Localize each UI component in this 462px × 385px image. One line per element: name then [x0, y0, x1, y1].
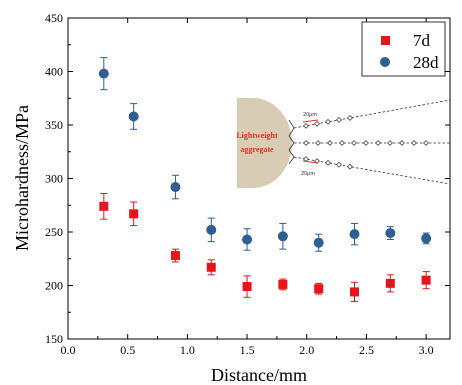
scale-arrow-bottom — [302, 160, 319, 164]
point-28d — [349, 229, 360, 240]
point-7d — [170, 251, 180, 261]
y-tick-label: 250 — [45, 225, 63, 239]
x-tick-label: 0.5 — [120, 343, 135, 357]
scale-arrow-top — [302, 119, 319, 123]
x-tick-label: 2.0 — [299, 343, 314, 357]
y-tick-label: 400 — [45, 65, 63, 79]
indent-line-top — [293, 99, 451, 129]
indent-diamond — [325, 119, 331, 125]
aggregate-label-line2: aggregate — [240, 145, 274, 154]
aggregate-label-line1: Lightweight — [236, 131, 278, 140]
indent-diamond — [336, 117, 342, 123]
indent-diamond — [411, 140, 417, 146]
x-tick-label: 1.5 — [240, 343, 255, 357]
point-28d — [421, 233, 432, 244]
point-7d — [350, 287, 359, 297]
inset-illustration: Lightweight aggregate 20μm 20μm — [236, 98, 451, 188]
legend-box — [361, 21, 446, 77]
indent-diamond — [303, 122, 309, 129]
point-7d — [99, 201, 109, 211]
indent-diamond — [351, 140, 357, 146]
x-tick-label: 3.0 — [419, 343, 434, 357]
y-tick-label: 350 — [45, 118, 63, 132]
indent-diamond — [399, 140, 405, 146]
lightweight-aggregate-shape — [237, 98, 292, 188]
indent-diamond — [387, 140, 393, 146]
x-tick-label: 1.0 — [180, 343, 195, 357]
point-28d — [128, 111, 139, 122]
x-tick-label: 0.0 — [61, 343, 76, 357]
indent-diamond — [314, 158, 320, 164]
indent-diamond — [347, 163, 353, 170]
point-7d — [421, 275, 431, 285]
legend-label-7d: 7d — [413, 31, 431, 50]
y-tick-label: 450 — [45, 11, 63, 25]
indent-diamond — [423, 140, 429, 146]
point-28d — [206, 224, 217, 235]
x-axis-title: Distance/mm — [211, 365, 307, 385]
legend-label-28d: 28d — [413, 53, 439, 72]
point-28d — [385, 228, 396, 239]
point-7d — [385, 278, 395, 288]
point-7d — [278, 279, 288, 289]
axis-ticks: 0.0 0.5 1.0 1.5 2.0 2.5 3.0 150 200 250 300 350 400 4… — [45, 11, 450, 357]
point-7d — [129, 209, 139, 219]
y-tick-label: 300 — [45, 172, 63, 186]
point-28d — [277, 231, 288, 242]
legend: 7d 28d — [361, 21, 446, 77]
y-axis-title: Microhardness/MPa — [12, 105, 32, 251]
scale-label-bottom: 20μm — [301, 171, 315, 177]
indent-diamond — [314, 120, 320, 127]
indent-diamond — [325, 159, 331, 166]
indent-diamond — [336, 161, 342, 168]
indent-line-bottom — [293, 156, 451, 185]
point-28d — [242, 234, 253, 245]
indent-diamond — [327, 140, 333, 146]
point-28d — [98, 68, 109, 79]
indent-diamond — [339, 140, 345, 146]
indentation-marks — [303, 115, 429, 170]
indent-diamond — [363, 140, 369, 146]
point-7d — [242, 282, 252, 292]
legend-marker-28d — [380, 57, 390, 67]
data-points — [98, 57, 432, 303]
indent-diamond — [347, 115, 353, 121]
point-7d — [314, 284, 324, 294]
legend-marker-7d — [381, 36, 390, 45]
indent-diamond — [315, 140, 321, 146]
point-28d — [313, 237, 324, 248]
indent-diamond — [375, 140, 381, 146]
point-28d — [170, 182, 181, 193]
x-tick-label: 2.5 — [359, 343, 374, 357]
indent-diamond — [303, 140, 309, 146]
scale-label-top: 20μm — [303, 112, 317, 118]
y-tick-label: 150 — [45, 332, 63, 346]
y-tick-label: 200 — [45, 279, 63, 293]
point-7d — [206, 262, 216, 272]
